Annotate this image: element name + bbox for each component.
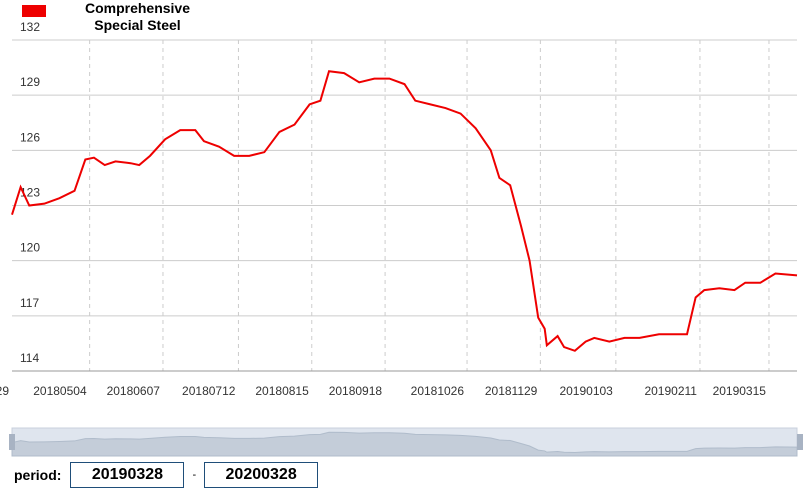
range-overview — [11, 431, 798, 457]
x-tick-label: 20180815 — [255, 384, 309, 398]
period-end[interactable]: 20200328 — [204, 462, 319, 488]
x-tick-label: 20180504 — [33, 384, 87, 398]
legend-label: Comprehensive Special Steel — [84, 0, 191, 33]
x-tick-label: 20190315 — [713, 384, 767, 398]
x-tick-label: 20180712 — [182, 384, 236, 398]
range-handle[interactable] — [797, 434, 803, 450]
series-line — [11, 70, 798, 352]
range-handle[interactable] — [9, 434, 15, 450]
period-selector: period: 20190328 - 20200328 — [14, 462, 319, 488]
x-tick-label: 20180918 — [329, 384, 383, 398]
x-tick-label: 20180329 — [0, 384, 9, 398]
y-tick-label: 114 — [20, 351, 39, 365]
y-tick-label: 129 — [20, 75, 40, 89]
period-label: period: — [14, 467, 62, 483]
y-tick-label: 117 — [20, 296, 39, 310]
y-tick-label: 120 — [20, 241, 40, 255]
y-tick-label: 132 — [20, 20, 40, 34]
period-separator: - — [192, 469, 197, 481]
x-tick-label: 20190211 — [644, 384, 697, 398]
x-tick-label: 20181026 — [411, 384, 465, 398]
period-start[interactable]: 20190328 — [70, 462, 185, 488]
x-tick-label: 20181129 — [485, 384, 538, 398]
legend-swatch — [22, 5, 46, 17]
x-tick-label: 20180607 — [107, 384, 161, 398]
x-tick-label: 20190103 — [559, 384, 613, 398]
y-tick-label: 126 — [20, 130, 40, 144]
